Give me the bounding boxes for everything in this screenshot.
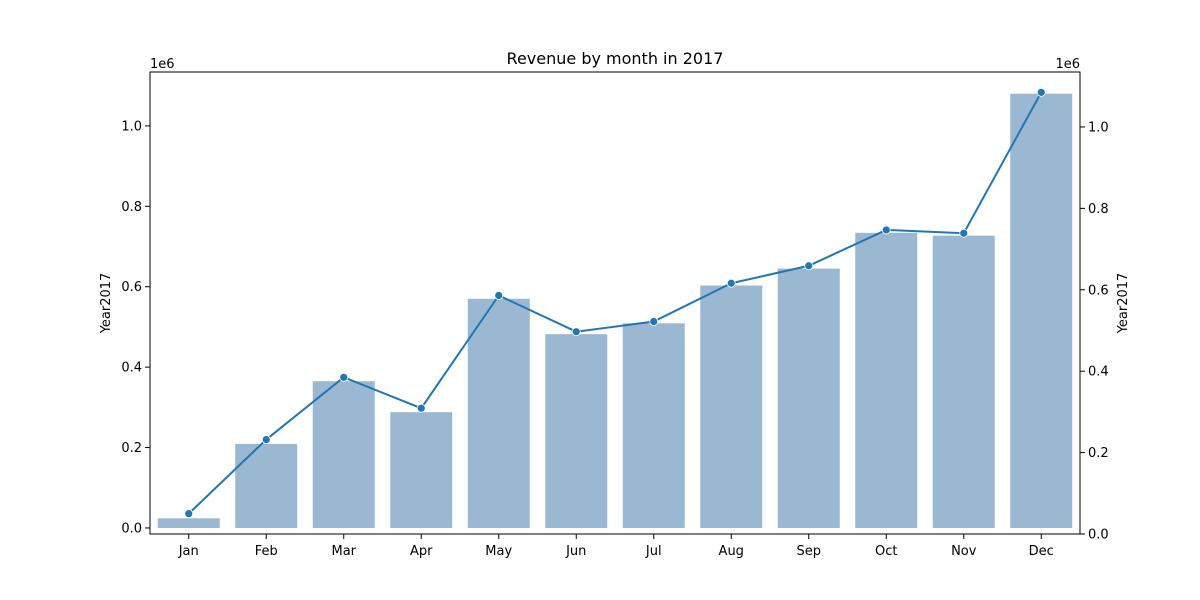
right-axis-tick-label: 0.4 bbox=[1088, 365, 1109, 380]
right-axis-tick-label: 0.8 bbox=[1088, 202, 1109, 217]
bar bbox=[700, 285, 763, 528]
left-axis-tick-label: 0.2 bbox=[121, 441, 142, 456]
line-point bbox=[959, 228, 969, 238]
right-axis-tick-label: 0.0 bbox=[1088, 528, 1109, 543]
x-axis-tick-label: Dec bbox=[1029, 544, 1054, 559]
x-axis-tick-label: Aug bbox=[719, 544, 744, 559]
bar bbox=[545, 334, 608, 528]
axes: 0.0 0.2 0.4 0.6 0.8 1.0 0.0 0.2 0.4 0.6 0.8 1.0 Jan F… bbox=[121, 71, 1109, 559]
left-axis-tick-label: 0.4 bbox=[121, 361, 142, 376]
line-point bbox=[649, 317, 659, 326]
line-point bbox=[416, 403, 426, 413]
bar bbox=[312, 381, 375, 528]
right-axis-tick-label: 0.2 bbox=[1088, 446, 1109, 461]
left-axis-title: Year2017 bbox=[99, 273, 114, 335]
bar bbox=[235, 443, 298, 528]
x-axis-tick-label: Oct bbox=[875, 544, 897, 559]
bar bbox=[622, 323, 685, 528]
left-axis-tick-label: 0.6 bbox=[121, 280, 142, 295]
bar bbox=[777, 268, 840, 528]
bar-series bbox=[157, 93, 1073, 528]
line-point bbox=[339, 372, 349, 382]
x-axis-tick-label: Jul bbox=[645, 544, 662, 559]
left-axis-offset-text: 1e6 bbox=[150, 57, 175, 72]
x-axis-tick-label: Nov bbox=[951, 544, 977, 559]
bar bbox=[467, 298, 530, 528]
chart-title: Revenue by month in 2017 bbox=[507, 49, 724, 68]
bar bbox=[855, 232, 918, 528]
x-axis-tick-label: Jan bbox=[178, 544, 199, 559]
bar bbox=[932, 235, 995, 528]
bar bbox=[157, 518, 220, 528]
x-axis-tick-label: Jun bbox=[565, 544, 586, 559]
right-axis-offset-text: 1e6 bbox=[1055, 57, 1080, 72]
line-point bbox=[261, 435, 271, 444]
x-axis-tick-label: May bbox=[485, 544, 512, 559]
left-axis-tick-label: 1.0 bbox=[121, 119, 142, 134]
left-axis-tick-label: 0.0 bbox=[121, 521, 142, 536]
bar bbox=[390, 412, 453, 528]
line-path bbox=[188, 91, 1043, 515]
x-axis-tick-label: Sep bbox=[796, 544, 821, 559]
plot-frame bbox=[149, 71, 1081, 535]
line-point bbox=[184, 509, 194, 519]
right-axis-tick-label: 0.6 bbox=[1088, 283, 1109, 298]
bar bbox=[1010, 93, 1073, 528]
x-axis-tick-label: Feb bbox=[255, 544, 278, 559]
x-axis-tick-label: Apr bbox=[410, 544, 433, 559]
right-axis-title: Year2017 bbox=[1116, 273, 1131, 335]
line-series bbox=[184, 87, 1046, 519]
right-axis-tick-label: 1.0 bbox=[1088, 120, 1109, 135]
line-point bbox=[804, 261, 814, 271]
line-point bbox=[881, 225, 891, 235]
line-point bbox=[1036, 87, 1046, 97]
left-axis-tick-label: 0.8 bbox=[121, 200, 142, 215]
line-point bbox=[494, 291, 504, 300]
line-point bbox=[726, 278, 736, 288]
x-axis-tick-label: Mar bbox=[331, 544, 356, 559]
line-point bbox=[571, 327, 581, 337]
